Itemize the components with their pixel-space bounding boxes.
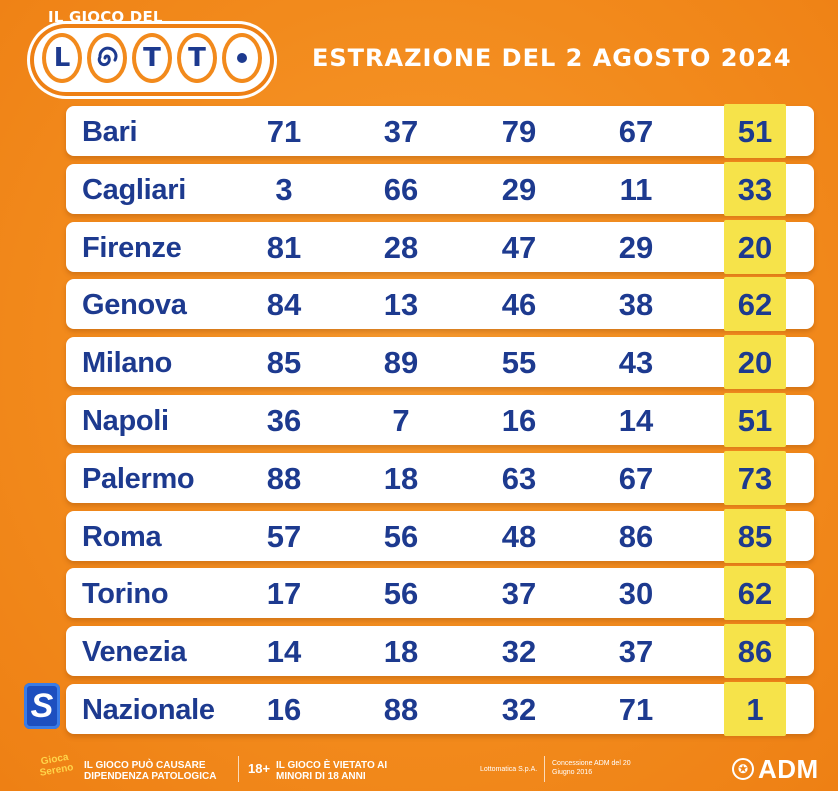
city-name: Milano	[82, 347, 173, 380]
number-3: 29	[501, 171, 537, 207]
number-3: 63	[501, 460, 537, 496]
addiction-warning: IL GIOCO PUÒ CAUSARE DIPENDENZA PATOLOGI…	[84, 760, 217, 782]
draw-row-genova: Genova 84 13 46 38 62	[66, 277, 814, 332]
number-1: 14	[266, 634, 302, 670]
lotto-logo-balls: L T T	[42, 33, 262, 87]
city-name: Palermo	[82, 462, 195, 495]
number-5-highlighted: 1	[724, 681, 786, 736]
number-4: 86	[618, 518, 654, 554]
draw-row-venezia: Venezia 14 18 32 37 86	[66, 624, 814, 679]
number-5-highlighted: 73	[724, 450, 786, 505]
number-1: 88	[266, 460, 302, 496]
number-3: 16	[501, 402, 537, 438]
footer-divider	[238, 756, 239, 782]
number-3: 48	[501, 518, 537, 554]
number-2: 88	[383, 691, 419, 727]
draw-row-cagliari: Cagliari 3 66 29 11 33	[66, 161, 814, 216]
city-name: Roma	[82, 520, 162, 553]
footer: Gioca Sereno IL GIOCO PUÒ CAUSARE DIPEND…	[0, 744, 838, 791]
number-4: 14	[618, 402, 654, 438]
number-3: 37	[501, 576, 537, 612]
city-name: Cagliari	[82, 173, 186, 206]
number-2: 66	[383, 171, 419, 207]
number-3: 47	[501, 229, 537, 265]
number-4: 43	[618, 345, 654, 381]
draw-row-roma: Roma 57 56 48 86 85	[66, 508, 814, 563]
company-name: Lottomatica S.p.A.	[480, 766, 538, 773]
draw-row-firenze: Firenze 81 28 47 29 20	[66, 219, 814, 274]
nazionale-badge-icon: S	[24, 683, 60, 729]
number-5-highlighted: 62	[724, 566, 786, 621]
city-name: Venezia	[82, 636, 187, 669]
number-3: 79	[501, 114, 537, 149]
number-5-highlighted: 86	[724, 624, 786, 679]
number-2: 18	[383, 460, 419, 496]
number-4: 29	[618, 229, 654, 265]
logo-tagline: IL GIOCO DEL	[48, 8, 163, 26]
number-5-highlighted: 33	[724, 161, 786, 216]
draw-row-milano: Milano 85 89 55 43 20	[66, 335, 814, 390]
number-2: 89	[383, 345, 419, 381]
number-5-highlighted: 51	[724, 104, 786, 158]
logo-ball-dot-icon	[222, 33, 262, 83]
draw-results-table: Bari 71 37 79 67 51 Cagliari 3 66 29 11 …	[66, 104, 814, 742]
number-4: 11	[619, 171, 653, 207]
number-4: 38	[618, 287, 654, 323]
gioca-sereno-logo: Gioca Sereno	[38, 751, 75, 779]
city-name: Genova	[82, 289, 187, 322]
city-name: Nazionale	[82, 693, 215, 726]
number-5-highlighted: 62	[724, 277, 786, 332]
number-1: 36	[266, 402, 302, 438]
city-name: Bari	[82, 116, 138, 148]
draw-row-bari: Bari 71 37 79 67 51	[66, 104, 814, 158]
number-3: 55	[501, 345, 537, 381]
draw-row-palermo: Palermo 88 18 63 67 73	[66, 450, 814, 505]
number-2: 56	[383, 518, 419, 554]
header: IL GIOCO DEL L T T ESTRAZIONE DEL 2 AGOS…	[0, 0, 838, 100]
number-4: 37	[618, 634, 654, 670]
number-1: 84	[266, 287, 302, 323]
number-4: 67	[618, 114, 654, 149]
number-1: 71	[266, 114, 302, 149]
adm-emblem-icon: ✪	[732, 758, 754, 780]
number-4: 71	[618, 691, 654, 727]
number-1: 81	[266, 229, 302, 265]
footer-divider	[544, 756, 545, 782]
number-3: 32	[501, 634, 537, 670]
number-1: 85	[266, 345, 302, 381]
city-name: Torino	[82, 578, 169, 611]
draw-row-torino: Torino 17 56 37 30 62	[66, 566, 814, 621]
draw-row-nazionale: Nazionale 16 88 32 71 1	[66, 681, 814, 736]
number-2: 37	[383, 114, 419, 149]
page-title: ESTRAZIONE DEL 2 AGOSTO 2024	[312, 44, 792, 72]
number-1: 57	[266, 518, 302, 554]
number-2: 28	[383, 229, 419, 265]
number-1: 3	[275, 171, 293, 207]
number-5-highlighted: 20	[724, 335, 786, 390]
logo-ball-t1: T	[132, 33, 172, 83]
age-badge: 18+	[248, 761, 271, 776]
number-5-highlighted: 85	[724, 508, 786, 563]
concession-text: Concessione ADM del 20 Giugno 2016	[552, 760, 631, 776]
logo-ball-swirl-icon	[87, 33, 127, 83]
number-1: 16	[266, 691, 302, 727]
city-name: Napoli	[82, 404, 169, 437]
logo-ball-l: L	[42, 33, 82, 83]
number-3: 32	[501, 691, 537, 727]
number-2: 18	[383, 634, 419, 670]
city-name: Firenze	[82, 231, 182, 264]
minors-warning: IL GIOCO È VIETATO AI MINORI DI 18 ANNI	[276, 760, 388, 782]
number-3: 46	[501, 287, 537, 323]
number-4: 67	[618, 460, 654, 496]
number-2: 13	[383, 287, 419, 323]
number-1: 17	[266, 576, 302, 612]
number-5-highlighted: 20	[724, 219, 786, 274]
number-2: 7	[392, 402, 410, 438]
number-4: 30	[618, 576, 654, 612]
number-2: 56	[383, 576, 419, 612]
logo-ball-t2: T	[177, 33, 217, 83]
number-5-highlighted: 51	[724, 392, 786, 447]
adm-label: ADM	[758, 754, 819, 784]
draw-row-napoli: Napoli 36 7 16 14 51	[66, 392, 814, 447]
